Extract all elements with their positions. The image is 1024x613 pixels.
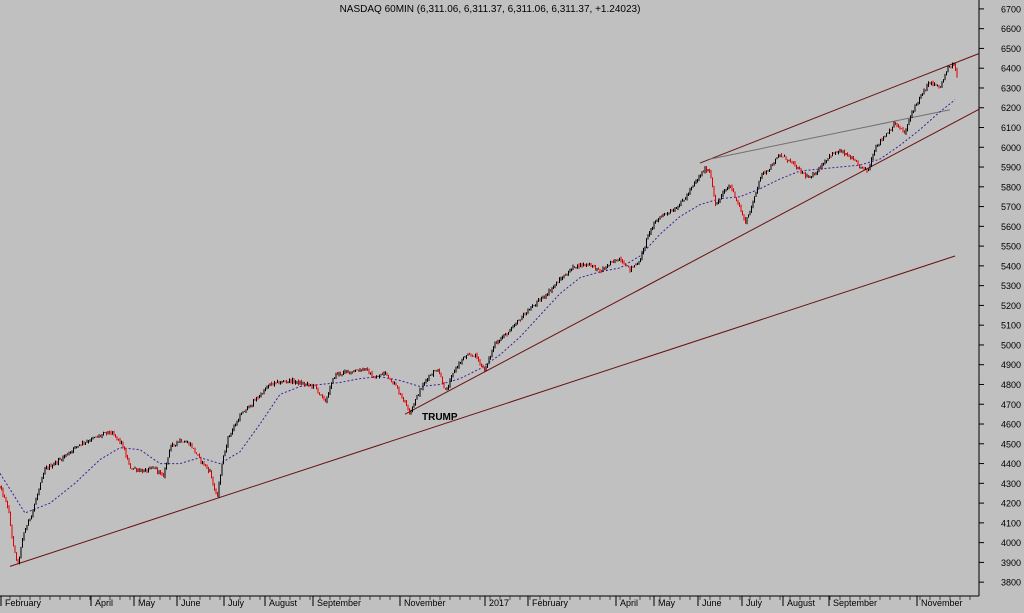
y-tick-label: 4000: [1001, 538, 1021, 548]
y-tick-label: 4400: [1001, 459, 1021, 469]
y-tick-label: 5900: [1001, 163, 1021, 173]
y-tick-label: 6500: [1001, 44, 1021, 54]
x-tick-label: February: [5, 598, 42, 608]
x-tick-label: April: [620, 598, 638, 608]
x-tick-label: May: [138, 598, 156, 608]
trendline-long-term-support: [9, 255, 956, 567]
y-tick-label: 3800: [1001, 578, 1021, 588]
x-tick-label: February: [532, 598, 569, 608]
chart-title: NASDAQ 60MIN (6,311.06, 6,311.37, 6,311.…: [340, 4, 641, 15]
x-tick-label: May: [658, 598, 676, 608]
candle-layer: [0, 62, 958, 565]
y-tick-label: 6300: [1001, 83, 1021, 93]
y-tick-label: 5100: [1001, 321, 1021, 331]
y-tick-label: 3900: [1001, 558, 1021, 568]
x-tick-label: June: [702, 598, 722, 608]
y-tick-label: 6600: [1001, 24, 1021, 34]
y-tick-label: 6400: [1001, 64, 1021, 74]
y-tick-label: 5600: [1001, 222, 1021, 232]
x-tick-label: November: [404, 598, 446, 608]
y-tick-label: 4900: [1001, 360, 1021, 370]
x-tick-label: August: [269, 598, 298, 608]
y-tick-label: 4200: [1001, 499, 1021, 509]
y-axis-ticks: 3800 3900 4000 4100 4200 4300 4400 4500 4600 4700…: [979, 4, 1021, 588]
x-tick-label: September: [833, 598, 877, 608]
x-tick-label: August: [787, 598, 816, 608]
y-tick-label: 5500: [1001, 242, 1021, 252]
y-tick-label: 6000: [1001, 143, 1021, 153]
y-tick-label: 5400: [1001, 261, 1021, 271]
y-tick-label: 6700: [1001, 4, 1021, 14]
y-tick-label: 5800: [1001, 182, 1021, 192]
y-axis-panel: [979, 0, 1024, 608]
trendline-lower-channel: [404, 107, 983, 415]
y-tick-label: 5300: [1001, 281, 1021, 291]
x-tick-label: June: [181, 598, 201, 608]
x-tick-label: April: [95, 598, 113, 608]
y-tick-label: 4500: [1001, 439, 1021, 449]
trendline-upper-channel: [699, 51, 983, 164]
x-tick-label: July: [228, 598, 245, 608]
y-tick-label: 4800: [1001, 380, 1021, 390]
x-tick-label: September: [317, 598, 361, 608]
x-axis-ticks: February April May June July August September N…: [0, 596, 971, 608]
x-tick-label: November: [921, 598, 963, 608]
y-tick-label: 5700: [1001, 202, 1021, 212]
y-tick-label: 5200: [1001, 301, 1021, 311]
x-tick-label: 2017: [489, 598, 509, 608]
y-tick-label: 4300: [1001, 479, 1021, 489]
moving-average-line: [0, 99, 956, 514]
y-tick-label: 5000: [1001, 340, 1021, 350]
y-tick-label: 6200: [1001, 103, 1021, 113]
trump-annotation: TRUMP: [422, 412, 458, 423]
y-tick-label: 6100: [1001, 123, 1021, 133]
y-tick-label: 4600: [1001, 420, 1021, 430]
y-tick-label: 4700: [1001, 400, 1021, 410]
moving-average-layer: [0, 99, 956, 514]
x-tick-label: July: [746, 598, 763, 608]
y-tick-label: 4100: [1001, 518, 1021, 528]
